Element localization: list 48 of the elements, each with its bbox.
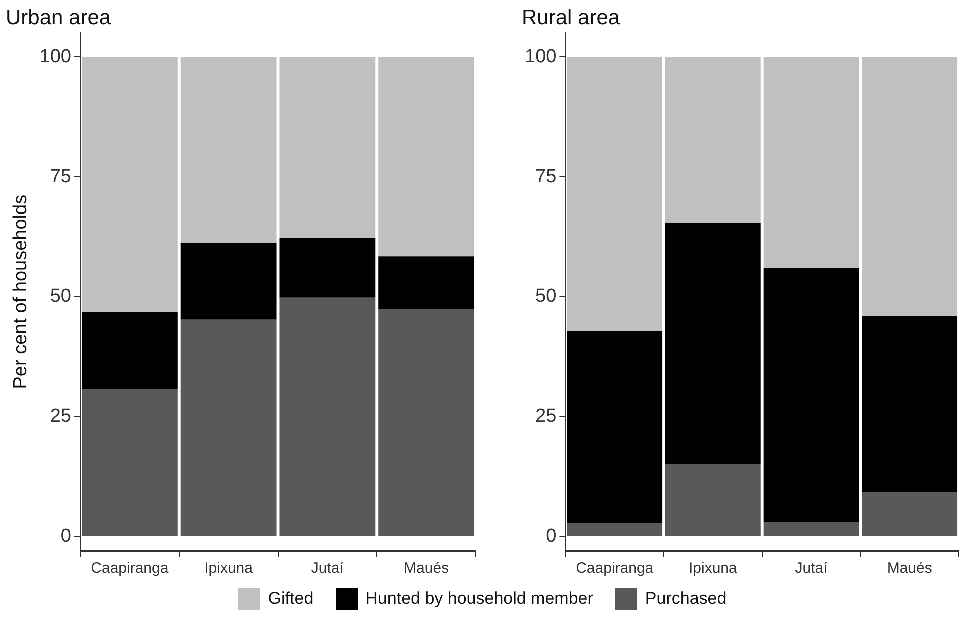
bar	[567, 57, 663, 332]
bar	[666, 224, 761, 464]
x-tick-label: Caapiranga	[576, 560, 654, 578]
y-tick-label: 50	[536, 286, 557, 308]
bar	[180, 57, 277, 244]
x-tick-label: Jutaí	[795, 560, 829, 578]
bar	[862, 57, 958, 316]
bar	[666, 464, 761, 536]
y-tick-label: 0	[546, 526, 557, 547]
bar	[82, 57, 178, 312]
bar	[862, 492, 958, 536]
bar	[764, 268, 860, 522]
x-tick-label: Caapiranga	[91, 560, 170, 578]
bar	[82, 312, 178, 390]
y-tick-label: 100	[525, 46, 557, 68]
x-tick-label: Ipixuna	[689, 560, 738, 578]
x-tick-label: Ipixuna	[204, 560, 254, 578]
y-tick-label: 50	[50, 286, 72, 308]
bar	[280, 238, 376, 298]
bar	[666, 57, 761, 224]
x-tick-label: Maués	[887, 560, 932, 578]
legend-label: Gifted	[268, 589, 314, 609]
bar	[567, 523, 663, 536]
bar	[567, 331, 663, 524]
legend-label: Purchased	[645, 589, 727, 609]
bar	[378, 309, 475, 536]
y-tick-label: 100	[40, 46, 72, 68]
y-tick-label: 25	[50, 406, 72, 427]
y-axis-title: Per cent of households	[10, 194, 32, 390]
y-tick-label: 75	[50, 166, 72, 188]
y-tick-label: 25	[536, 406, 557, 427]
bar	[280, 57, 376, 238]
bar	[378, 57, 475, 257]
chart-title: Urban area	[6, 6, 112, 30]
bar	[764, 57, 860, 268]
bar	[862, 316, 958, 493]
bar	[764, 522, 860, 536]
bar	[82, 389, 178, 536]
x-tick-label: Jutaí	[311, 560, 345, 578]
bar	[280, 298, 376, 536]
y-tick-label: 0	[60, 526, 72, 547]
bar	[180, 320, 277, 536]
legend-label: Hunted by household member	[366, 589, 594, 609]
chart-title: Rural area	[522, 6, 620, 30]
bar	[378, 256, 475, 310]
y-tick-label: 75	[536, 166, 557, 188]
x-tick-label: Maués	[404, 560, 450, 578]
bar	[180, 243, 277, 320]
